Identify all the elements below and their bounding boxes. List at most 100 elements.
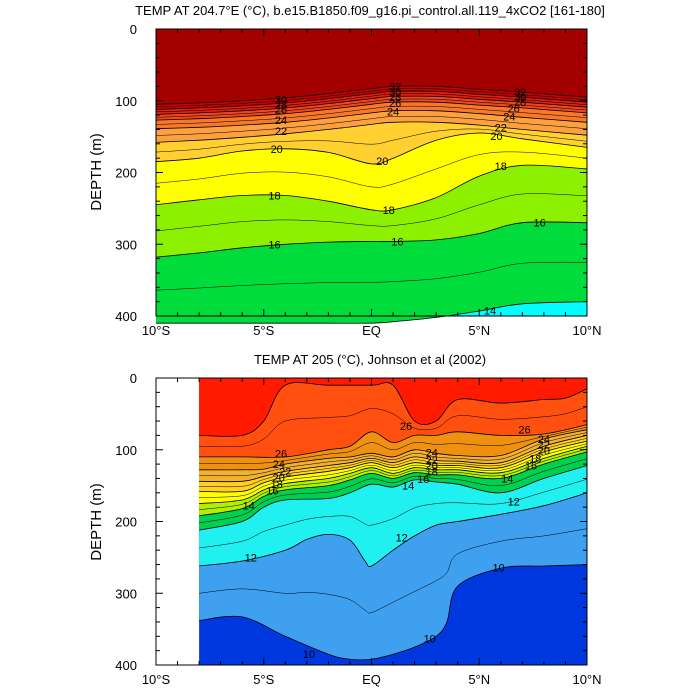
top-isotherm-14 bbox=[155, 301, 588, 324]
top-contour-label: 22 bbox=[495, 122, 507, 134]
top-contour-label: 32 bbox=[389, 81, 401, 93]
bottom-contour-label: 10 bbox=[303, 649, 315, 661]
top-contour-label: 30 bbox=[514, 92, 526, 104]
bottom-contour-line bbox=[199, 432, 588, 477]
top-contour-label: 14 bbox=[484, 305, 496, 317]
top-contour-label: 18 bbox=[383, 205, 395, 217]
bottom-contour-line bbox=[199, 458, 588, 524]
bottom-x-tick-label: EQ bbox=[362, 672, 381, 687]
bottom-y-axis: 0 100 200 300 400 bbox=[115, 371, 137, 673]
top-chart-title: TEMP AT 204.7°E (°C), b.e15.B1850.f09_g1… bbox=[135, 3, 605, 18]
top-contour-line bbox=[155, 105, 588, 125]
top-isotherm-18 bbox=[155, 164, 588, 212]
bottom-contour-label: 16 bbox=[417, 474, 429, 486]
top-contour-label: 16 bbox=[533, 218, 545, 230]
bottom-contour-label: 26 bbox=[400, 421, 412, 433]
top-y-tick-label: 400 bbox=[115, 309, 137, 324]
top-contour-label: 18 bbox=[495, 161, 507, 173]
bottom-contour-line bbox=[199, 406, 588, 447]
bottom-x-tick-label: 5°N bbox=[468, 672, 490, 687]
top-x-tick-label: 10°N bbox=[572, 323, 601, 338]
bottom-contour-label: 14 bbox=[243, 501, 255, 513]
top-tick-marks bbox=[155, 28, 588, 317]
top-contour-label: 18 bbox=[268, 191, 280, 203]
bottom-contour-line bbox=[199, 528, 588, 614]
bottom-contour-label: 18 bbox=[529, 453, 541, 465]
bottom-x-tick-label: 5°S bbox=[253, 672, 274, 687]
top-x-tick-label: EQ bbox=[362, 323, 381, 338]
top-y-tick-label: 300 bbox=[115, 237, 137, 252]
top-isotherm-20 bbox=[155, 132, 588, 165]
bottom-x-axis: 10°S 5°S EQ 5°N 10°N bbox=[142, 672, 602, 687]
bottom-contour-label: 14 bbox=[402, 481, 414, 493]
bottom-contour-label: 22 bbox=[426, 455, 438, 467]
bottom-isotherm-18 bbox=[199, 445, 588, 504]
top-x-axis: 10°S 5°S EQ 5°N 10°N bbox=[142, 323, 602, 338]
bottom-isotherm-10 bbox=[199, 564, 588, 661]
top-contour-line bbox=[155, 261, 588, 291]
top-y-axis-label: DEPTH (m) bbox=[88, 133, 105, 211]
bottom-contour-line bbox=[199, 478, 588, 549]
top-plot-area: 3230282624222018163028262420181632302826… bbox=[115, 22, 601, 338]
bottom-isotherm-14 bbox=[199, 465, 588, 531]
top-contour-line bbox=[155, 93, 588, 113]
bottom-contour-label: 18 bbox=[271, 479, 283, 491]
top-x-tick-label: 5°S bbox=[253, 323, 274, 338]
bottom-y-tick-label: 100 bbox=[115, 443, 137, 458]
bottom-contour-label: 24 bbox=[426, 448, 438, 460]
bottom-contour-label: 10 bbox=[424, 634, 436, 646]
bottom-contour-label: 12 bbox=[396, 532, 408, 544]
bottom-contour-line bbox=[199, 426, 588, 464]
top-y-tick-label: 100 bbox=[115, 94, 137, 109]
bottom-contour-label: 24 bbox=[538, 434, 550, 446]
top-contour-label: 28 bbox=[275, 99, 287, 111]
top-contour-line bbox=[155, 98, 588, 118]
top-contour-label: 24 bbox=[275, 115, 287, 127]
top-y-tick-label: 200 bbox=[115, 166, 137, 181]
bottom-contour-line bbox=[199, 438, 588, 488]
bottom-isotherm-24 bbox=[199, 429, 588, 471]
top-contour-label: 26 bbox=[508, 104, 520, 116]
bottom-y-tick-label: 300 bbox=[115, 586, 137, 601]
top-contour-label: 22 bbox=[275, 126, 287, 138]
bottom-contour-label: 26 bbox=[518, 425, 530, 437]
top-isotherm-16 bbox=[155, 221, 588, 258]
top-y-tick-label: 0 bbox=[130, 22, 137, 37]
top-y-axis: 0 100 200 300 400 bbox=[115, 22, 137, 324]
bottom-isotherm-26 bbox=[199, 424, 588, 458]
top-layer-fill-above-32 bbox=[156, 29, 587, 105]
bottom-contour-label: 12 bbox=[245, 552, 257, 564]
top-contour-label: 32 bbox=[514, 87, 526, 99]
top-contour-label: 26 bbox=[275, 104, 287, 116]
bottom-contour-label: 26 bbox=[275, 448, 287, 460]
top-isotherm-28 bbox=[155, 95, 588, 115]
top-panel: TEMP AT 204.7°E (°C), b.e15.B1850.f09_g1… bbox=[88, 3, 605, 338]
bottom-panel: TEMP AT 205 (°C), Johnson et al (2002) D… bbox=[88, 352, 602, 687]
bottom-contour-label: 22 bbox=[279, 466, 291, 478]
top-isotherm-30 bbox=[155, 90, 588, 110]
bottom-contour-label: 12 bbox=[508, 496, 520, 508]
bottom-contour-label: 20 bbox=[273, 473, 285, 485]
top-isotherm-32 bbox=[155, 85, 588, 105]
top-contour-line bbox=[155, 88, 588, 108]
top-contour-line bbox=[155, 115, 588, 136]
bottom-isotherm-22 bbox=[199, 435, 588, 483]
top-contour-label: 16 bbox=[268, 239, 280, 251]
bottom-tick-marks bbox=[155, 377, 588, 666]
top-contour-label: 28 bbox=[514, 97, 526, 109]
bottom-contour-label: 24 bbox=[273, 459, 285, 471]
top-contour-line bbox=[155, 151, 588, 188]
top-isotherm-24 bbox=[155, 110, 588, 130]
bottom-y-tick-label: 200 bbox=[115, 515, 137, 530]
bottom-contour-label: 16 bbox=[266, 486, 278, 498]
top-contour-label: 30 bbox=[389, 87, 401, 99]
bottom-y-tick-label: 400 bbox=[115, 658, 137, 673]
top-contour-label: 16 bbox=[391, 236, 403, 248]
top-contour-label: 28 bbox=[389, 92, 401, 104]
top-x-tick-label: 10°S bbox=[142, 323, 171, 338]
bottom-contour-label: 18 bbox=[426, 466, 438, 478]
bottom-y-axis-label: DEPTH (m) bbox=[88, 483, 105, 561]
top-contour-label: 20 bbox=[490, 131, 502, 143]
